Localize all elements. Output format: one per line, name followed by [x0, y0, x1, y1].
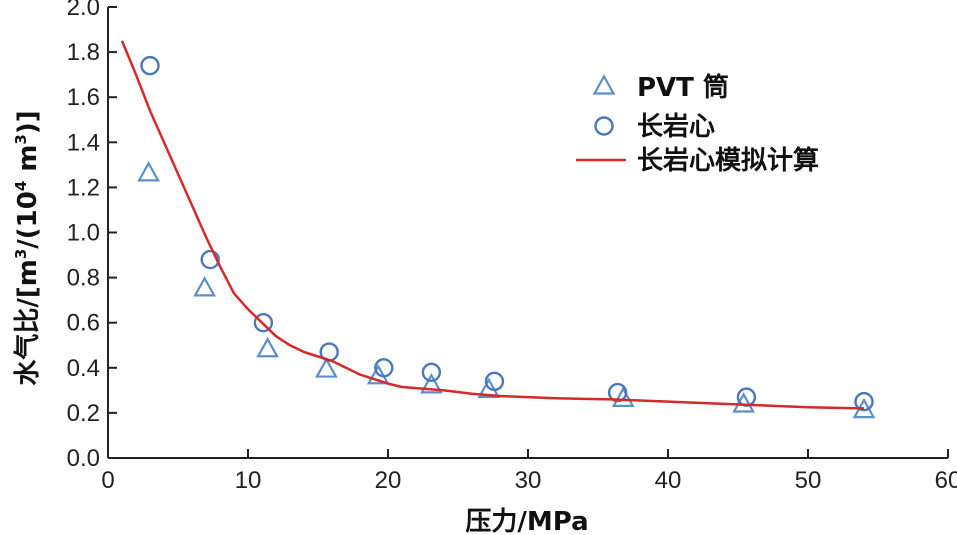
x-axis-ticks: 0 10 20 30 40 50 60 — [101, 449, 957, 494]
y-tick-label: 1.6 — [67, 84, 100, 111]
x-tick-label: 20 — [375, 467, 402, 494]
x-tick-label: 0 — [101, 467, 114, 494]
plot-frame — [107, 7, 948, 459]
y-tick-label: 0.2 — [67, 400, 100, 427]
core-point — [140, 55, 160, 76]
x-tick-label: 50 — [795, 467, 822, 494]
y-axis-title-main: 水气比/[m — [12, 259, 43, 385]
y-tick-label: 1.8 — [67, 39, 100, 66]
x-tick-label: 10 — [235, 467, 262, 494]
y-tick-label: 1.0 — [67, 220, 100, 247]
pvt-point — [315, 357, 338, 378]
core-point — [200, 249, 220, 270]
legend-label: 长岩心模拟计算 — [637, 145, 819, 176]
legend-triangle-icon — [592, 74, 616, 95]
pvt-point — [611, 386, 635, 407]
core-point — [253, 313, 274, 333]
series-layer — [120, 40, 876, 419]
y-tick-label: 0.8 — [67, 265, 100, 292]
pvt-point — [477, 377, 501, 398]
y-tick-label: 2.0 — [67, 0, 100, 21]
legend-label: 长岩心 — [637, 112, 715, 142]
y-tick-label: 1.2 — [67, 174, 100, 201]
core-point — [421, 362, 442, 383]
y-axis-title-end: )] — [13, 110, 43, 134]
y-axis-ticks: 0.0 0.2 0.4 0.6 0.8 1.0 1.2 1.4 1.6 1.8 2.0 — [67, 0, 117, 472]
pvt-point — [137, 161, 160, 182]
legend-circle-icon — [594, 116, 614, 136]
pvt-point — [256, 336, 279, 358]
y-tick-label: 1.4 — [67, 129, 100, 156]
core-point — [607, 382, 628, 403]
simulation-line — [120, 40, 865, 410]
x-tick-label: 30 — [515, 467, 542, 494]
core-point — [736, 387, 757, 407]
y-tick-label: 0.0 — [67, 445, 100, 472]
x-axis-title: 压力/MPa — [465, 507, 588, 535]
pvt-point — [420, 372, 443, 394]
legend-label: PVT 筒 — [637, 72, 729, 103]
y-axis-title-exp2: 4 — [12, 181, 30, 191]
pvt-point — [366, 363, 390, 385]
x-tick-label: 40 — [655, 467, 682, 494]
y-axis-title-mid2: m — [13, 145, 43, 181]
y-axis-title-exp3: 3 — [12, 134, 30, 144]
core-point — [374, 358, 394, 378]
y-axis-title-exp1: 3 — [12, 249, 30, 259]
y-tick-label: 0.6 — [67, 310, 100, 337]
y-axis-title: 水气比/[m3/(104 m3)] — [12, 110, 43, 385]
core-point — [484, 371, 505, 392]
pvt-point — [193, 276, 216, 297]
y-axis-title-mid: /(10 — [13, 191, 43, 249]
x-tick-label: 60 — [935, 467, 957, 494]
core-point — [854, 391, 874, 412]
y-tick-label: 0.4 — [67, 355, 100, 382]
